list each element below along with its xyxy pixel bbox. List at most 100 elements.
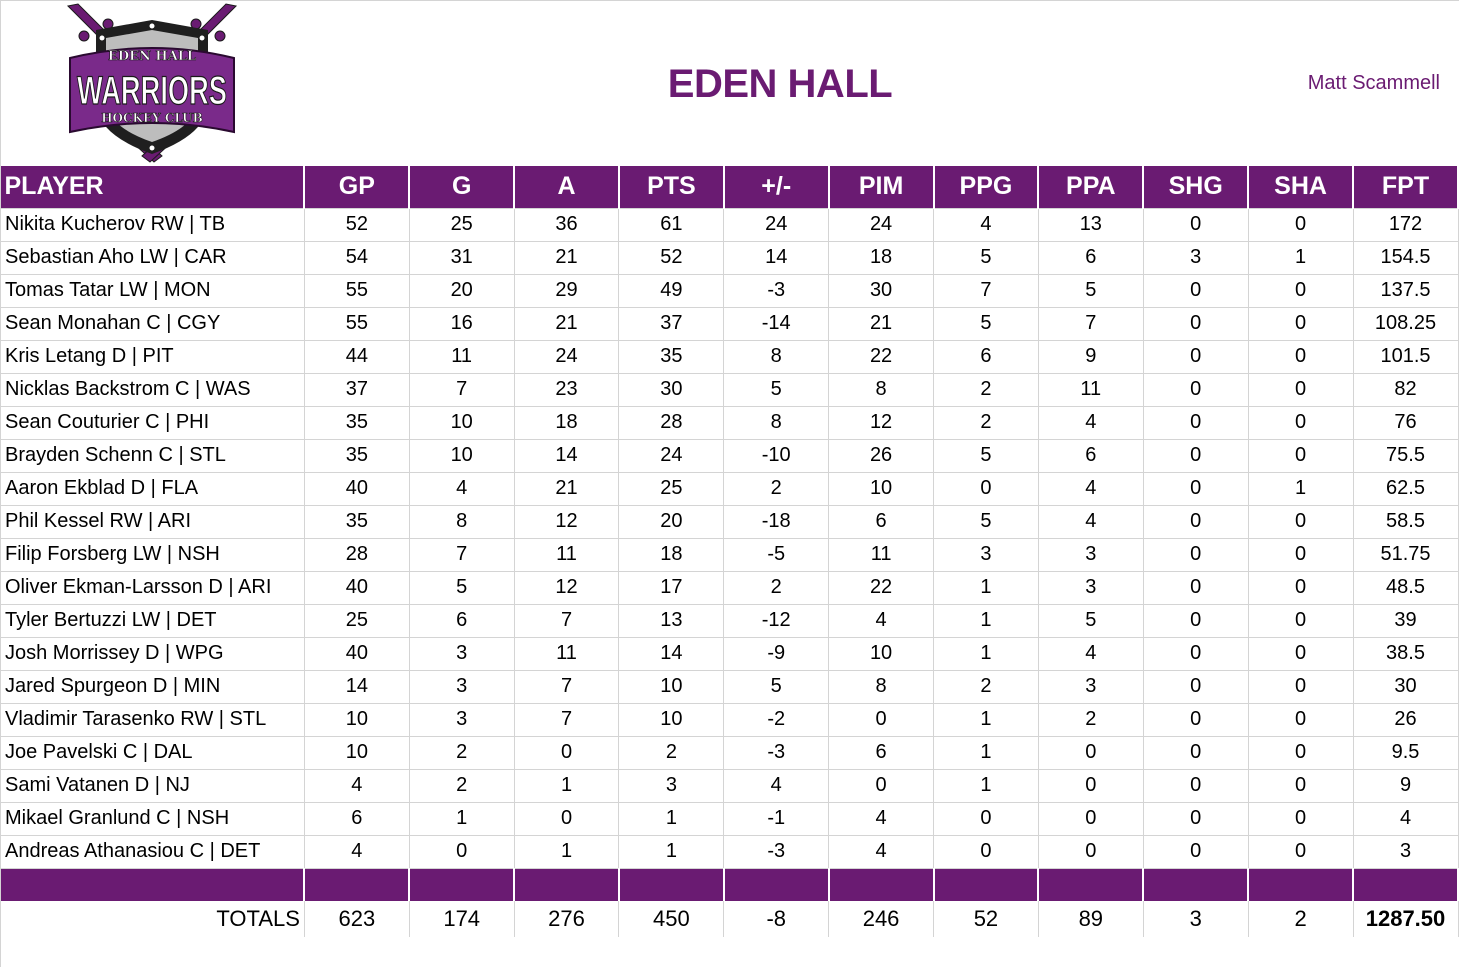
stat-cell[interactable]: 35 — [618, 339, 725, 374]
stat-cell[interactable]: 3 — [408, 702, 515, 737]
stat-cell[interactable]: 16 — [408, 306, 515, 341]
stat-cell[interactable]: 10 — [828, 471, 934, 506]
stat-cell[interactable]: 6 — [1037, 240, 1144, 275]
fpt-total[interactable]: 1287.50 — [1352, 901, 1459, 937]
stat-cell[interactable]: 9 — [1037, 339, 1144, 374]
total-cell[interactable]: 246 — [828, 901, 934, 937]
stat-cell[interactable]: 2 — [408, 735, 515, 770]
stat-cell[interactable]: 0 — [1247, 504, 1354, 539]
stat-cell[interactable]: 1 — [1247, 240, 1354, 275]
stat-cell[interactable]: 21 — [513, 471, 620, 506]
stat-cell[interactable]: 4 — [1037, 504, 1144, 539]
stat-cell[interactable]: 0 — [1142, 603, 1249, 638]
stat-cell[interactable]: 14 — [303, 669, 410, 704]
stat-cell[interactable]: 172 — [1352, 207, 1459, 242]
stat-cell[interactable]: 0 — [1037, 735, 1144, 770]
stat-cell[interactable]: 30 — [1352, 669, 1459, 704]
stat-cell[interactable]: 11 — [828, 537, 934, 572]
stat-cell[interactable]: 1 — [618, 801, 725, 836]
stat-cell[interactable]: 0 — [1247, 537, 1354, 572]
stat-cell[interactable]: 28 — [618, 405, 725, 440]
player-cell[interactable]: Phil Kessel RW | ARI — [0, 504, 305, 539]
stat-cell[interactable]: 3 — [1037, 669, 1144, 704]
player-cell[interactable]: Sami Vatanen D | NJ — [0, 768, 305, 803]
player-cell[interactable]: Nicklas Backstrom C | WAS — [0, 372, 305, 407]
stat-cell[interactable]: 2 — [723, 570, 830, 605]
stat-cell[interactable]: 4 — [828, 603, 934, 638]
stat-cell[interactable]: 1 — [408, 801, 515, 836]
column-header-stat[interactable]: PTS — [617, 166, 725, 208]
stat-cell[interactable]: 5 — [1037, 273, 1144, 308]
total-cell[interactable]: 623 — [303, 901, 410, 937]
stat-cell[interactable]: 0 — [1247, 834, 1354, 869]
stat-cell[interactable]: -3 — [723, 834, 830, 869]
stat-cell[interactable]: 12 — [513, 570, 620, 605]
stat-cell[interactable]: 0 — [1247, 339, 1354, 374]
player-cell[interactable]: Andreas Athanasiou C | DET — [0, 834, 305, 869]
stat-cell[interactable]: 7 — [513, 603, 620, 638]
stat-cell[interactable]: 0 — [1037, 834, 1144, 869]
column-header-stat[interactable]: FPT — [1352, 166, 1459, 208]
stat-cell[interactable]: 30 — [828, 273, 934, 308]
column-header-player[interactable]: PLAYER — [0, 166, 306, 208]
player-cell[interactable]: Josh Morrissey D | WPG — [0, 636, 305, 671]
stat-cell[interactable]: 75.5 — [1352, 438, 1459, 473]
column-header-stat[interactable]: PPG — [932, 166, 1040, 208]
stat-cell[interactable]: 0 — [1142, 537, 1249, 572]
column-header-stat[interactable]: PPA — [1037, 166, 1145, 208]
stat-cell[interactable]: 21 — [513, 240, 620, 275]
stat-cell[interactable]: 35 — [303, 405, 410, 440]
stat-cell[interactable]: 7 — [933, 273, 1039, 308]
stat-cell[interactable]: 0 — [1142, 339, 1249, 374]
total-cell[interactable]: -8 — [723, 901, 830, 937]
stat-cell[interactable]: 7 — [1037, 306, 1144, 341]
stat-cell[interactable]: 0 — [1247, 801, 1354, 836]
player-cell[interactable]: Kris Letang D | PIT — [0, 339, 305, 374]
stat-cell[interactable]: 2 — [933, 669, 1039, 704]
stat-cell[interactable]: 18 — [828, 240, 934, 275]
stat-cell[interactable]: -12 — [723, 603, 830, 638]
stat-cell[interactable]: -2 — [723, 702, 830, 737]
stat-cell[interactable]: 1 — [933, 636, 1039, 671]
stat-cell[interactable]: 5 — [723, 372, 830, 407]
stat-cell[interactable]: 58.5 — [1352, 504, 1459, 539]
stat-cell[interactable]: 82 — [1352, 372, 1459, 407]
stat-cell[interactable]: 22 — [828, 339, 934, 374]
stat-cell[interactable]: 5 — [933, 504, 1039, 539]
player-cell[interactable]: Filip Forsberg LW | NSH — [0, 537, 305, 572]
stat-cell[interactable]: 1 — [513, 834, 620, 869]
stat-cell[interactable]: 3 — [1037, 570, 1144, 605]
stat-cell[interactable]: 2 — [933, 405, 1039, 440]
stat-cell[interactable]: 38.5 — [1352, 636, 1459, 671]
stat-cell[interactable]: -14 — [723, 306, 830, 341]
stat-cell[interactable]: 0 — [1247, 669, 1354, 704]
stat-cell[interactable]: 0 — [1142, 504, 1249, 539]
stat-cell[interactable]: 31 — [408, 240, 515, 275]
stat-cell[interactable]: 4 — [828, 834, 934, 869]
stat-cell[interactable]: 0 — [1142, 636, 1249, 671]
stat-cell[interactable]: 1 — [933, 702, 1039, 737]
stat-cell[interactable]: 12 — [513, 504, 620, 539]
player-cell[interactable]: Oliver Ekman-Larsson D | ARI — [0, 570, 305, 605]
stat-cell[interactable]: 11 — [513, 636, 620, 671]
stat-cell[interactable]: 9 — [1352, 768, 1459, 803]
stat-cell[interactable]: 5 — [723, 669, 830, 704]
stat-cell[interactable]: 0 — [1037, 801, 1144, 836]
total-cell[interactable]: 3 — [1142, 901, 1249, 937]
stat-cell[interactable]: 0 — [1247, 306, 1354, 341]
stat-cell[interactable]: 137.5 — [1352, 273, 1459, 308]
stat-cell[interactable]: 3 — [1037, 537, 1144, 572]
stat-cell[interactable]: 0 — [1247, 405, 1354, 440]
stat-cell[interactable]: 0 — [1142, 669, 1249, 704]
stat-cell[interactable]: 4 — [723, 768, 830, 803]
stat-cell[interactable]: 5 — [933, 306, 1039, 341]
stat-cell[interactable]: 10 — [828, 636, 934, 671]
stat-cell[interactable]: 48.5 — [1352, 570, 1459, 605]
stat-cell[interactable]: 7 — [408, 537, 515, 572]
player-cell[interactable]: Vladimir Tarasenko RW | STL — [0, 702, 305, 737]
stat-cell[interactable]: 25 — [618, 471, 725, 506]
stat-cell[interactable]: 10 — [303, 735, 410, 770]
stat-cell[interactable]: 22 — [828, 570, 934, 605]
stat-cell[interactable]: 14 — [513, 438, 620, 473]
stat-cell[interactable]: 40 — [303, 471, 410, 506]
